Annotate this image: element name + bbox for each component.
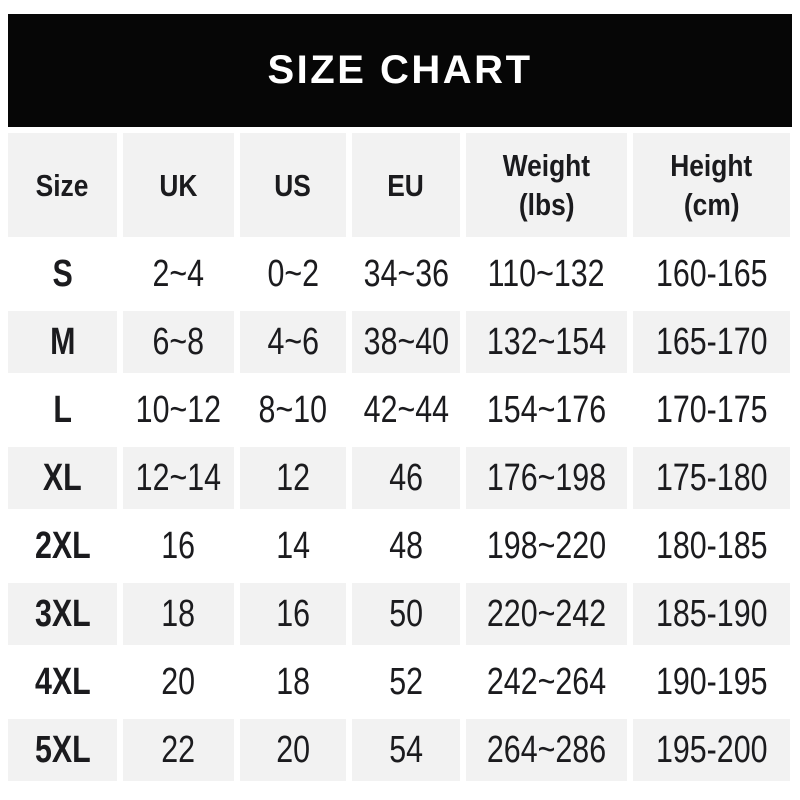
cell-eu: 46 (352, 447, 460, 509)
cell-eu: 48 (352, 515, 460, 577)
cell-size: M (8, 311, 117, 373)
cell-weight: 198~220 (466, 515, 627, 577)
cell-height: 175-180 (633, 447, 790, 509)
cell-eu: 50 (352, 583, 460, 645)
cell-height: 190-195 (633, 651, 790, 713)
cell-weight: 110~132 (466, 243, 627, 305)
cell-uk: 16 (123, 515, 234, 577)
cell-weight: 220~242 (466, 583, 627, 645)
cell-uk: 12~14 (123, 447, 234, 509)
cell-us: 12 (240, 447, 346, 509)
size-table: Size UK US EU Weight (lbs) Height (cm) S 2… (8, 133, 790, 781)
cell-size: L (8, 379, 117, 441)
cell-height: 180-185 (633, 515, 790, 577)
cell-eu: 38~40 (352, 311, 460, 373)
cell-height: 160-165 (633, 243, 790, 305)
column-header-us: US (240, 133, 346, 237)
cell-uk: 18 (123, 583, 234, 645)
cell-uk: 10~12 (123, 379, 234, 441)
cell-uk: 20 (123, 651, 234, 713)
cell-uk: 2~4 (123, 243, 234, 305)
cell-size: 5XL (8, 719, 117, 781)
cell-size: S (8, 243, 117, 305)
cell-height: 170-175 (633, 379, 790, 441)
cell-weight: 264~286 (466, 719, 627, 781)
column-header-height: Height (cm) (633, 133, 790, 237)
cell-uk: 22 (123, 719, 234, 781)
cell-us: 0~2 (240, 243, 346, 305)
cell-height: 165-170 (633, 311, 790, 373)
cell-eu: 34~36 (352, 243, 460, 305)
cell-uk: 6~8 (123, 311, 234, 373)
cell-weight: 132~154 (466, 311, 627, 373)
size-chart-banner: SIZE CHART (8, 14, 792, 127)
cell-us: 18 (240, 651, 346, 713)
cell-us: 4~6 (240, 311, 346, 373)
cell-weight: 154~176 (466, 379, 627, 441)
cell-eu: 54 (352, 719, 460, 781)
cell-size: 4XL (8, 651, 117, 713)
column-header-weight: Weight (lbs) (466, 133, 627, 237)
cell-us: 20 (240, 719, 346, 781)
cell-size: 3XL (8, 583, 117, 645)
cell-weight: 242~264 (466, 651, 627, 713)
cell-eu: 52 (352, 651, 460, 713)
cell-us: 14 (240, 515, 346, 577)
cell-size: 2XL (8, 515, 117, 577)
cell-us: 16 (240, 583, 346, 645)
column-header-eu: EU (352, 133, 460, 237)
column-header-size: Size (8, 133, 117, 237)
column-header-uk: UK (123, 133, 234, 237)
cell-weight: 176~198 (466, 447, 627, 509)
cell-us: 8~10 (240, 379, 346, 441)
banner-title: SIZE CHART (267, 48, 533, 92)
cell-height: 195-200 (633, 719, 790, 781)
cell-eu: 42~44 (352, 379, 460, 441)
cell-size: XL (8, 447, 117, 509)
cell-height: 185-190 (633, 583, 790, 645)
